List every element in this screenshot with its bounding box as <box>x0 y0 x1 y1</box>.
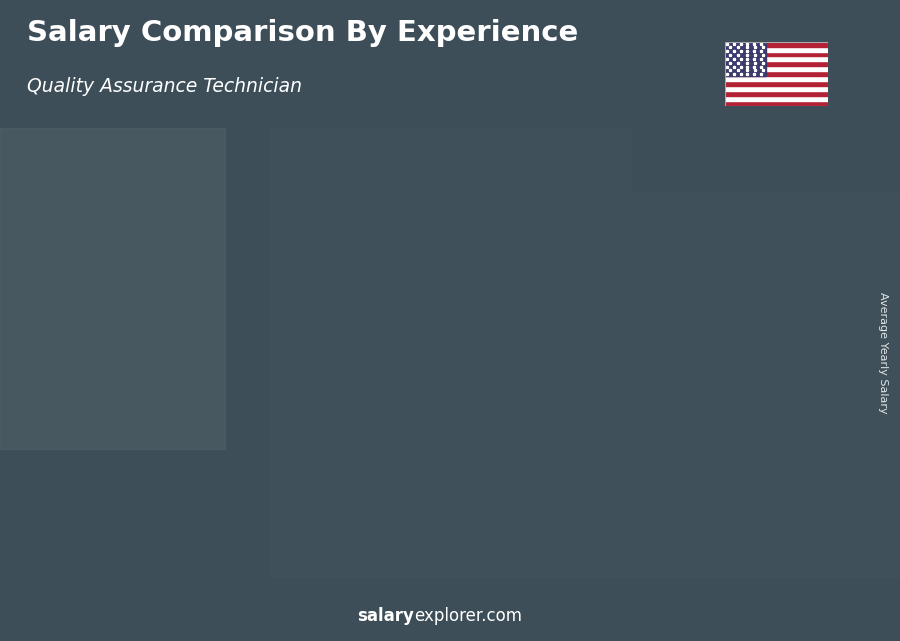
Text: Quality Assurance Technician: Quality Assurance Technician <box>27 77 302 96</box>
Text: +38%: +38% <box>279 308 338 326</box>
Bar <box>792 247 802 551</box>
Bar <box>724 62 828 66</box>
Text: +24%: +24% <box>409 257 467 275</box>
Bar <box>202 395 213 551</box>
Bar <box>71 430 84 551</box>
Text: 46,600 USD: 46,600 USD <box>200 375 278 388</box>
Bar <box>461 285 473 551</box>
Text: 5 to 10: 5 to 10 <box>341 576 401 591</box>
Bar <box>724 42 766 76</box>
Bar <box>724 76 828 81</box>
Bar <box>724 91 828 96</box>
Bar <box>331 337 343 551</box>
Bar <box>724 42 828 47</box>
Bar <box>272 395 282 551</box>
Bar <box>630 192 900 577</box>
Bar <box>724 96 828 101</box>
Text: 36,300 USD: 36,300 USD <box>62 408 140 422</box>
Text: 79,600 USD: 79,600 USD <box>469 265 547 278</box>
Bar <box>591 266 603 551</box>
Bar <box>402 337 412 551</box>
Bar <box>461 285 542 551</box>
Text: 85,300 USD: 85,300 USD <box>603 246 681 258</box>
Bar <box>331 337 412 551</box>
Text: 91,000 USD: 91,000 USD <box>725 226 804 240</box>
Bar <box>721 247 734 551</box>
Text: explorer.com: explorer.com <box>414 607 522 625</box>
Text: 10 to 15: 10 to 15 <box>466 576 536 591</box>
Bar <box>270 128 630 577</box>
Bar <box>532 285 542 551</box>
Bar <box>142 430 152 551</box>
Bar <box>724 66 828 71</box>
Bar <box>662 266 671 551</box>
Bar <box>724 81 828 86</box>
Bar <box>71 430 152 551</box>
Bar <box>724 101 828 106</box>
Bar <box>0 128 225 449</box>
Bar <box>202 395 282 551</box>
Text: 64,300 USD: 64,300 USD <box>335 316 414 329</box>
Text: 20+ Years: 20+ Years <box>718 576 805 591</box>
Text: 2 to 5: 2 to 5 <box>217 576 266 591</box>
Text: +29%: +29% <box>149 367 207 385</box>
Text: 15 to 20: 15 to 20 <box>596 576 667 591</box>
Text: +7%: +7% <box>675 219 721 237</box>
Bar <box>724 47 828 51</box>
Text: Average Yearly Salary: Average Yearly Salary <box>878 292 887 413</box>
Bar <box>724 56 828 62</box>
Text: Salary Comparison By Experience: Salary Comparison By Experience <box>27 19 578 47</box>
Bar <box>724 51 828 56</box>
Bar <box>591 266 671 551</box>
Bar <box>724 86 828 91</box>
Text: +7%: +7% <box>545 238 591 256</box>
Bar <box>724 71 828 76</box>
Text: < 2 Years: < 2 Years <box>71 576 152 591</box>
Text: salary: salary <box>357 607 414 625</box>
Bar <box>721 247 802 551</box>
